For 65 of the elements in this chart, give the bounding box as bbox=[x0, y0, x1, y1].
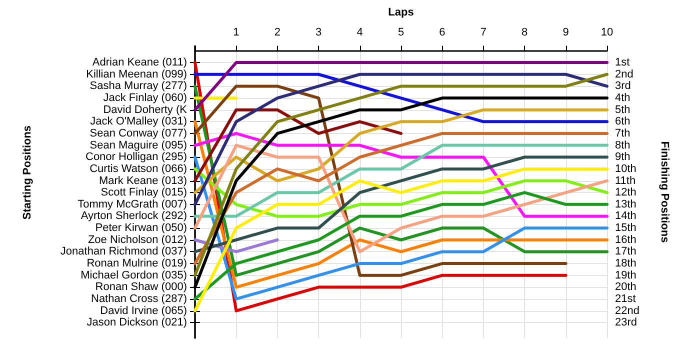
category-label: Michael Gordon (035) bbox=[80, 269, 187, 282]
category-label: Conor Holligan (295) bbox=[86, 151, 187, 164]
y-tick-label: 4th bbox=[615, 92, 630, 104]
category-label: Ronan Mulrine (019) bbox=[86, 258, 187, 270]
category-label: Zoe Nicholson (012) bbox=[88, 234, 187, 246]
y-tick-label: 14th bbox=[615, 210, 636, 222]
x-tick-label: 9 bbox=[562, 26, 569, 38]
category-label: Sean Conway (077) bbox=[90, 127, 187, 140]
y-tick-label: 17th bbox=[615, 246, 636, 258]
y-tick-label: 5th bbox=[615, 104, 630, 116]
x-tick-label: 6 bbox=[439, 26, 446, 38]
category-label: Peter Kirwan (050) bbox=[95, 222, 187, 234]
x-axis-title: Laps bbox=[388, 6, 414, 18]
x-tick-label: 3 bbox=[316, 26, 322, 38]
x-tick-label: 2 bbox=[274, 26, 280, 38]
line-series bbox=[194, 167, 608, 218]
line-series bbox=[194, 72, 608, 206]
y-tick-label: 15th bbox=[615, 222, 636, 234]
x-tick-label: 5 bbox=[398, 26, 404, 38]
category-label: Adrian Keane (011) bbox=[92, 56, 187, 69]
y2-axis-title: Finishing Positions bbox=[658, 141, 670, 243]
y-tick-label: 21st bbox=[615, 292, 636, 305]
line-series bbox=[194, 72, 608, 124]
y-tick-label: 23rd bbox=[615, 316, 638, 329]
category-label: Tommy McGrath (007) bbox=[78, 198, 187, 210]
y-tick-label: 6th bbox=[615, 116, 630, 128]
category-label: Ronan Shaw (000) bbox=[95, 281, 187, 294]
category-label: Jack O'Malley (031) bbox=[90, 116, 187, 128]
y-tick-label: 19th bbox=[615, 269, 636, 282]
y-tick-label: 20th bbox=[615, 281, 636, 294]
y-tick-label: 16th bbox=[615, 234, 636, 246]
x-tick-label: 4 bbox=[356, 26, 363, 38]
category-label: Jack Finlay (060) bbox=[103, 92, 187, 104]
y-tick-label: 2nd bbox=[615, 68, 634, 80]
text: Starting Positions bbox=[22, 125, 34, 220]
x-tick-label: 8 bbox=[522, 26, 528, 38]
line-series bbox=[194, 108, 402, 182]
y-tick-label: 13th bbox=[615, 198, 636, 210]
category-label: Nathan Cross (287) bbox=[91, 292, 187, 305]
y-tick-label: 12th bbox=[615, 186, 636, 199]
y-tick-label: 1st bbox=[615, 56, 630, 69]
line-series bbox=[194, 132, 608, 266]
y-tick-label: 22nd bbox=[615, 304, 640, 317]
category-label: Sean Maguire (095) bbox=[90, 139, 187, 152]
category-label: Mark Keane (013) bbox=[98, 174, 187, 187]
x-tick-label: 10 bbox=[600, 26, 614, 38]
y-tick-label: 18th bbox=[615, 258, 636, 270]
category-label: David Irvine (065) bbox=[100, 304, 187, 317]
category-label: Scott Finlay (015) bbox=[100, 186, 187, 199]
y-tick-label: 3rd bbox=[615, 80, 631, 92]
category-label: David Doherty (K bbox=[103, 104, 187, 116]
x-tick-label: 1 bbox=[233, 26, 240, 38]
y-tick-label: 7th bbox=[615, 127, 630, 140]
category-label: Killian Meenan (099) bbox=[86, 68, 187, 80]
category-label: Ayrton Sherlock (292) bbox=[80, 210, 187, 222]
y-tick-label: 9th bbox=[615, 151, 630, 164]
x-tick-label: 7 bbox=[480, 26, 486, 38]
y-tick-label: 8th bbox=[615, 139, 630, 152]
y-tick-label: 10th bbox=[615, 162, 636, 175]
category-label: Sasha Murray (277) bbox=[90, 80, 187, 92]
category-label: Jonathan Richmond (037) bbox=[60, 246, 187, 258]
category-label: Curtis Watson (066) bbox=[90, 162, 187, 175]
line-series bbox=[194, 108, 608, 194]
category-label: Jason Dickson (021) bbox=[86, 316, 187, 329]
y-tick-label: 11th bbox=[615, 174, 636, 187]
